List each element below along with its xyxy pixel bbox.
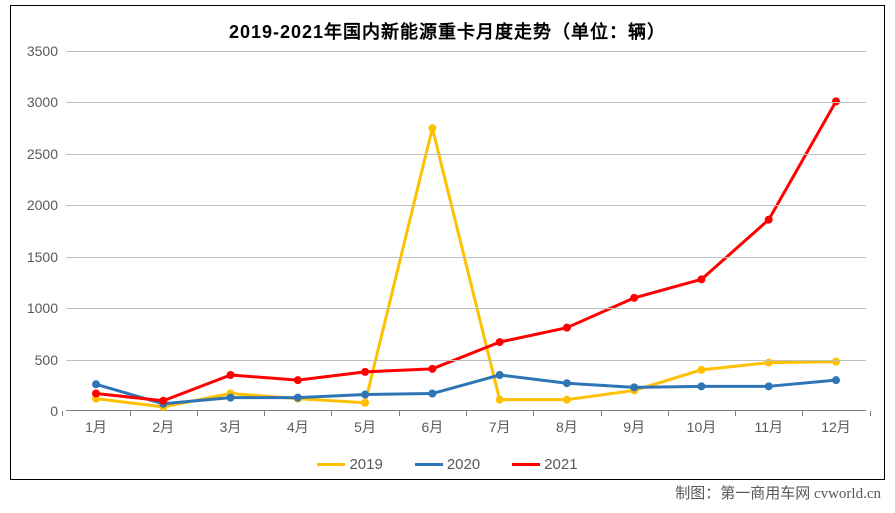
y-tick-label: 1500 [27, 249, 58, 265]
legend: 2019 2020 2021 [11, 456, 884, 473]
series-marker [361, 391, 369, 399]
gridline [66, 205, 866, 206]
series-line [96, 101, 836, 400]
series-marker [563, 379, 571, 387]
legend-item: 2019 [317, 456, 382, 473]
x-tick-label: 4月 [287, 417, 309, 437]
x-tick-mark [735, 411, 736, 416]
y-tick-label: 2500 [27, 146, 58, 162]
y-tick-label: 0 [50, 403, 58, 419]
series-marker [630, 383, 638, 391]
legend-swatch [415, 463, 443, 466]
chart-container: 2019-2021年国内新能源重卡月度走势（单位：辆） 050010001500… [10, 5, 885, 480]
series-marker [697, 382, 705, 390]
x-tick-label: 1月 [85, 417, 107, 437]
x-tick-label: 11月 [754, 417, 783, 437]
series-marker [496, 371, 504, 379]
series-marker [765, 382, 773, 390]
y-tick-label: 2000 [27, 197, 58, 213]
x-tick-label: 5月 [354, 417, 376, 437]
x-tick-label: 3月 [220, 417, 242, 437]
series-line [96, 375, 836, 404]
series-marker [697, 366, 705, 374]
series-marker [428, 124, 436, 132]
plot-area: 05001000150020002500300035001月2月3月4月5月6月… [66, 51, 866, 411]
series-marker [294, 394, 302, 402]
x-tick-mark [331, 411, 332, 416]
x-tick-label: 10月 [687, 417, 717, 437]
gridline [66, 360, 866, 361]
x-tick-mark [533, 411, 534, 416]
series-marker [563, 396, 571, 404]
x-tick-label: 7月 [489, 417, 511, 437]
series-marker [697, 275, 705, 283]
y-tick-label: 1000 [27, 300, 58, 316]
x-tick-mark [668, 411, 669, 416]
chart-lines-svg [66, 51, 866, 411]
x-tick-label: 12月 [821, 417, 851, 437]
x-tick-mark [62, 411, 63, 416]
series-marker [92, 390, 100, 398]
series-marker [361, 399, 369, 407]
x-tick-label: 8月 [556, 417, 578, 437]
series-marker [92, 380, 100, 388]
x-tick-label: 9月 [623, 417, 645, 437]
x-tick-mark [130, 411, 131, 416]
legend-label: 2019 [349, 456, 382, 473]
legend-item: 2020 [415, 456, 480, 473]
legend-swatch [512, 463, 540, 466]
attribution: 制图：第一商用车网 cvworld.cn [675, 482, 881, 503]
series-marker [496, 338, 504, 346]
gridline [66, 257, 866, 258]
series-marker [361, 368, 369, 376]
x-tick-mark [870, 411, 871, 416]
series-marker [428, 390, 436, 398]
x-tick-mark [466, 411, 467, 416]
series-marker [496, 396, 504, 404]
series-line [96, 128, 836, 407]
legend-swatch [317, 463, 345, 466]
series-marker [294, 376, 302, 384]
series-marker [630, 294, 638, 302]
series-marker [765, 216, 773, 224]
series-marker [832, 97, 840, 105]
chart-title: 2019-2021年国内新能源重卡月度走势（单位：辆） [11, 18, 884, 44]
x-tick-mark [802, 411, 803, 416]
gridline [66, 51, 866, 52]
gridline [66, 154, 866, 155]
x-tick-mark [601, 411, 602, 416]
x-tick-mark [264, 411, 265, 416]
legend-item: 2021 [512, 456, 577, 473]
y-tick-label: 3500 [27, 43, 58, 59]
series-marker [159, 397, 167, 405]
x-tick-label: 6月 [421, 417, 443, 437]
gridline [66, 102, 866, 103]
x-tick-mark [399, 411, 400, 416]
y-tick-label: 3000 [27, 94, 58, 110]
series-marker [227, 371, 235, 379]
series-marker [428, 365, 436, 373]
series-marker [832, 376, 840, 384]
legend-label: 2021 [544, 456, 577, 473]
x-tick-mark [197, 411, 198, 416]
series-marker [227, 394, 235, 402]
y-tick-label: 500 [35, 352, 58, 368]
series-marker [563, 324, 571, 332]
gridline [66, 308, 866, 309]
legend-label: 2020 [447, 456, 480, 473]
x-tick-label: 2月 [152, 417, 174, 437]
